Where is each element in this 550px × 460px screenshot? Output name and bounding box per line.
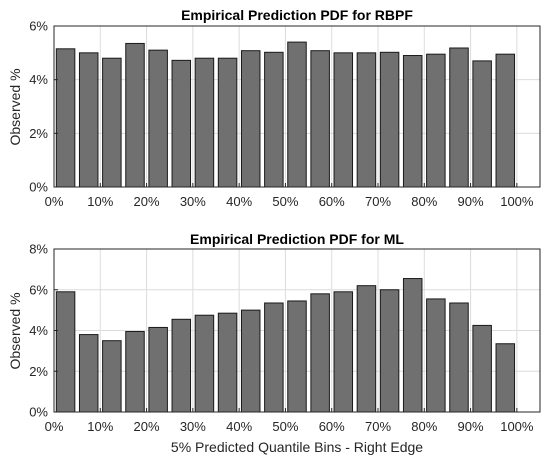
x-tick-label: 100% [500,419,534,434]
bar-90 [449,47,469,188]
bar-40 [217,312,238,413]
y-axis-label: Observed % [7,292,23,369]
bar-70 [356,52,377,188]
bar-100 [495,53,516,188]
bar-75 [379,51,400,188]
x-tick-label: 90% [458,194,484,209]
bar-30 [171,59,192,188]
bar-10 [78,52,99,188]
bar-55 [287,41,307,188]
x-tick-label: 70% [365,194,391,209]
bar-40 [217,57,238,188]
bar-60 [310,50,330,188]
bar-90 [449,302,469,413]
chart-rbpf: Empirical Prediction PDF for RBPF 0% 10% 2… [7,7,541,209]
y-axis-label: Observed % [7,68,23,145]
x-tick-label: 30% [180,194,206,209]
bar-50 [264,51,284,188]
y-tick-label: 8% [29,242,48,257]
x-tick-label: 40% [226,419,252,434]
x-tick-label: 30% [180,419,206,434]
chart-title: Empirical Prediction PDF for RBPF [181,7,413,23]
chart-ml: Empirical Prediction PDF for ML 0% 10% 20%… [7,231,541,455]
x-tick-label: 40% [226,194,252,209]
bar-70 [356,285,377,413]
x-tick-label: 10% [87,194,113,209]
bar-60 [310,293,330,413]
bar-65 [333,52,354,188]
y-tick-label: 6% [29,282,48,297]
axes-frame [53,25,541,188]
bar-80 [402,55,423,188]
y-tick-label: 4% [29,323,48,338]
x-tick-label: 0% [45,419,64,434]
bar-100 [495,343,516,413]
x-tick-label: 0% [45,194,64,209]
bar-15 [102,340,122,413]
bar-45 [240,309,261,413]
bar-45 [240,50,261,188]
bar-35 [194,57,215,188]
x-tick-label: 80% [411,194,437,209]
bar-80 [402,278,423,413]
x-tick-label: 60% [319,194,345,209]
y-tick-label: 4% [29,72,48,87]
bar-95 [472,60,492,188]
x-tick-label: 10% [87,419,113,434]
x-tick-label: 80% [411,419,437,434]
x-tick-label: 90% [458,419,484,434]
bar-5 [55,48,76,188]
bar-65 [333,291,354,413]
y-tick-label: 2% [29,364,48,379]
bar-50 [264,302,284,413]
x-tick-label: 20% [134,419,160,434]
y-tick-label: 2% [29,126,48,141]
bar-95 [472,324,492,413]
bar-35 [194,314,215,413]
bar-85 [426,298,446,413]
bar-5 [55,291,76,413]
y-tick-label: 0% [29,180,48,195]
bar-75 [379,289,400,413]
bar-85 [426,53,446,188]
bar-20 [125,331,145,413]
bar-55 [287,300,307,413]
x-tick-label: 70% [365,419,391,434]
bar-10 [78,334,99,413]
bar-25 [148,49,168,188]
y-tick-label: 0% [29,405,48,420]
bar-20 [125,42,145,188]
x-tick-label: 60% [319,419,345,434]
x-tick-label: 20% [134,194,160,209]
x-tick-label: 100% [500,194,534,209]
x-axis-label: 5% Predicted Quantile Bins - Right Edge [171,439,423,455]
bar-25 [148,326,168,413]
bar-15 [102,57,122,188]
x-tick-label: 50% [272,419,298,434]
y-tick-label: 6% [29,19,48,34]
x-tick-label: 50% [272,194,298,209]
chart-title: Empirical Prediction PDF for ML [190,231,404,247]
bar-30 [171,318,192,413]
